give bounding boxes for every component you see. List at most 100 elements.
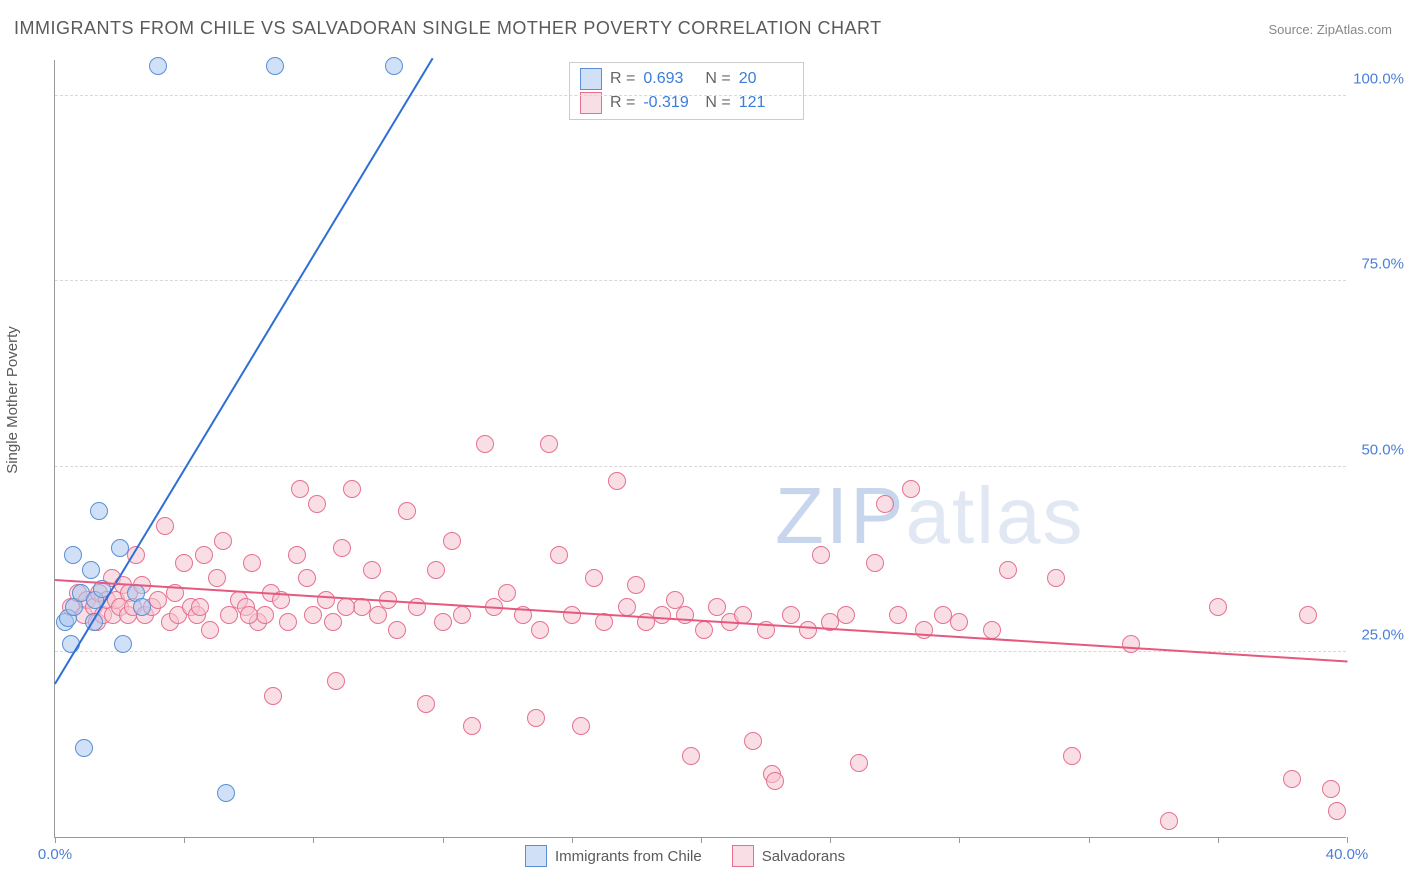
x-tick <box>1089 837 1090 843</box>
data-point <box>585 569 603 587</box>
data-point <box>417 695 435 713</box>
plot-area: ZIPatlas R = 0.693 N = 20 R = -0.319 N =… <box>54 60 1346 838</box>
data-point <box>563 606 581 624</box>
x-tick <box>313 837 314 843</box>
data-point <box>191 598 209 616</box>
chart-container: IMMIGRANTS FROM CHILE VS SALVADORAN SING… <box>0 0 1406 892</box>
data-point <box>463 717 481 735</box>
x-tick <box>572 837 573 843</box>
data-point <box>64 546 82 564</box>
x-tick <box>1218 837 1219 843</box>
data-point <box>1209 598 1227 616</box>
data-point <box>527 709 545 727</box>
legend-item-salvadoran: Salvadorans <box>732 845 845 867</box>
data-point <box>304 606 322 624</box>
gridline <box>55 651 1346 652</box>
data-point <box>682 747 700 765</box>
x-tick <box>959 837 960 843</box>
data-point <box>708 598 726 616</box>
x-tick-label: 40.0% <box>1326 846 1369 863</box>
n-value-salvadoran: 121 <box>739 94 793 112</box>
data-point <box>266 57 284 75</box>
data-point <box>111 539 129 557</box>
data-point <box>385 57 403 75</box>
source-attribution: Source: ZipAtlas.com <box>1268 22 1392 37</box>
data-point <box>476 435 494 453</box>
legend-label-chile: Immigrants from Chile <box>555 848 702 865</box>
data-point <box>782 606 800 624</box>
data-point <box>427 561 445 579</box>
data-point <box>1283 770 1301 788</box>
data-point <box>133 598 151 616</box>
data-point <box>388 621 406 639</box>
data-point <box>453 606 471 624</box>
x-tick <box>184 837 185 843</box>
r-value-chile: 0.693 <box>643 70 697 88</box>
data-point <box>317 591 335 609</box>
data-point <box>550 546 568 564</box>
data-point <box>1328 802 1346 820</box>
data-point <box>214 532 232 550</box>
x-tick <box>830 837 831 843</box>
data-point <box>889 606 907 624</box>
data-point <box>288 546 306 564</box>
data-point <box>983 621 1001 639</box>
data-point <box>240 606 258 624</box>
data-point <box>279 613 297 631</box>
data-point <box>1299 606 1317 624</box>
gridline <box>55 466 1346 467</box>
data-point <box>256 606 274 624</box>
data-point <box>837 606 855 624</box>
r-value-salvadoran: -0.319 <box>643 94 697 112</box>
data-point <box>90 502 108 520</box>
data-point <box>114 635 132 653</box>
legend-label-salvadoran: Salvadorans <box>762 848 845 865</box>
data-point <box>208 569 226 587</box>
data-point <box>217 784 235 802</box>
data-point <box>498 584 516 602</box>
data-point <box>195 546 213 564</box>
y-tick-label: 75.0% <box>1361 256 1404 273</box>
data-point <box>627 576 645 594</box>
data-point <box>1322 780 1340 798</box>
data-point <box>308 495 326 513</box>
y-tick-label: 50.0% <box>1361 441 1404 458</box>
data-point <box>363 561 381 579</box>
x-tick <box>1347 837 1348 843</box>
y-tick-label: 100.0% <box>1353 71 1404 88</box>
corr-row-chile: R = 0.693 N = 20 <box>580 67 793 91</box>
data-point <box>1063 747 1081 765</box>
data-point <box>695 621 713 639</box>
data-point <box>744 732 762 750</box>
data-point <box>1122 635 1140 653</box>
data-point <box>434 613 452 631</box>
swatch-salvadoran-bottom <box>732 845 754 867</box>
data-point <box>82 561 100 579</box>
data-point <box>75 739 93 757</box>
y-tick-label: 25.0% <box>1361 626 1404 643</box>
data-point <box>653 606 671 624</box>
data-point <box>333 539 351 557</box>
data-point <box>799 621 817 639</box>
data-point <box>156 517 174 535</box>
data-point <box>264 687 282 705</box>
data-point <box>766 772 784 790</box>
data-point <box>398 502 416 520</box>
data-point <box>608 472 626 490</box>
data-point <box>149 57 167 75</box>
data-point <box>324 613 342 631</box>
data-point <box>850 754 868 772</box>
x-tick-label: 0.0% <box>38 846 72 863</box>
legend-item-chile: Immigrants from Chile <box>525 845 702 867</box>
correlation-legend: R = 0.693 N = 20 R = -0.319 N = 121 <box>569 62 804 120</box>
data-point <box>175 554 193 572</box>
gridline <box>55 280 1346 281</box>
data-point <box>1047 569 1065 587</box>
data-point <box>999 561 1017 579</box>
data-point <box>1160 812 1178 830</box>
data-point <box>572 717 590 735</box>
data-point <box>876 495 894 513</box>
y-axis-label: Single Mother Poverty <box>4 326 21 474</box>
data-point <box>298 569 316 587</box>
data-point <box>812 546 830 564</box>
